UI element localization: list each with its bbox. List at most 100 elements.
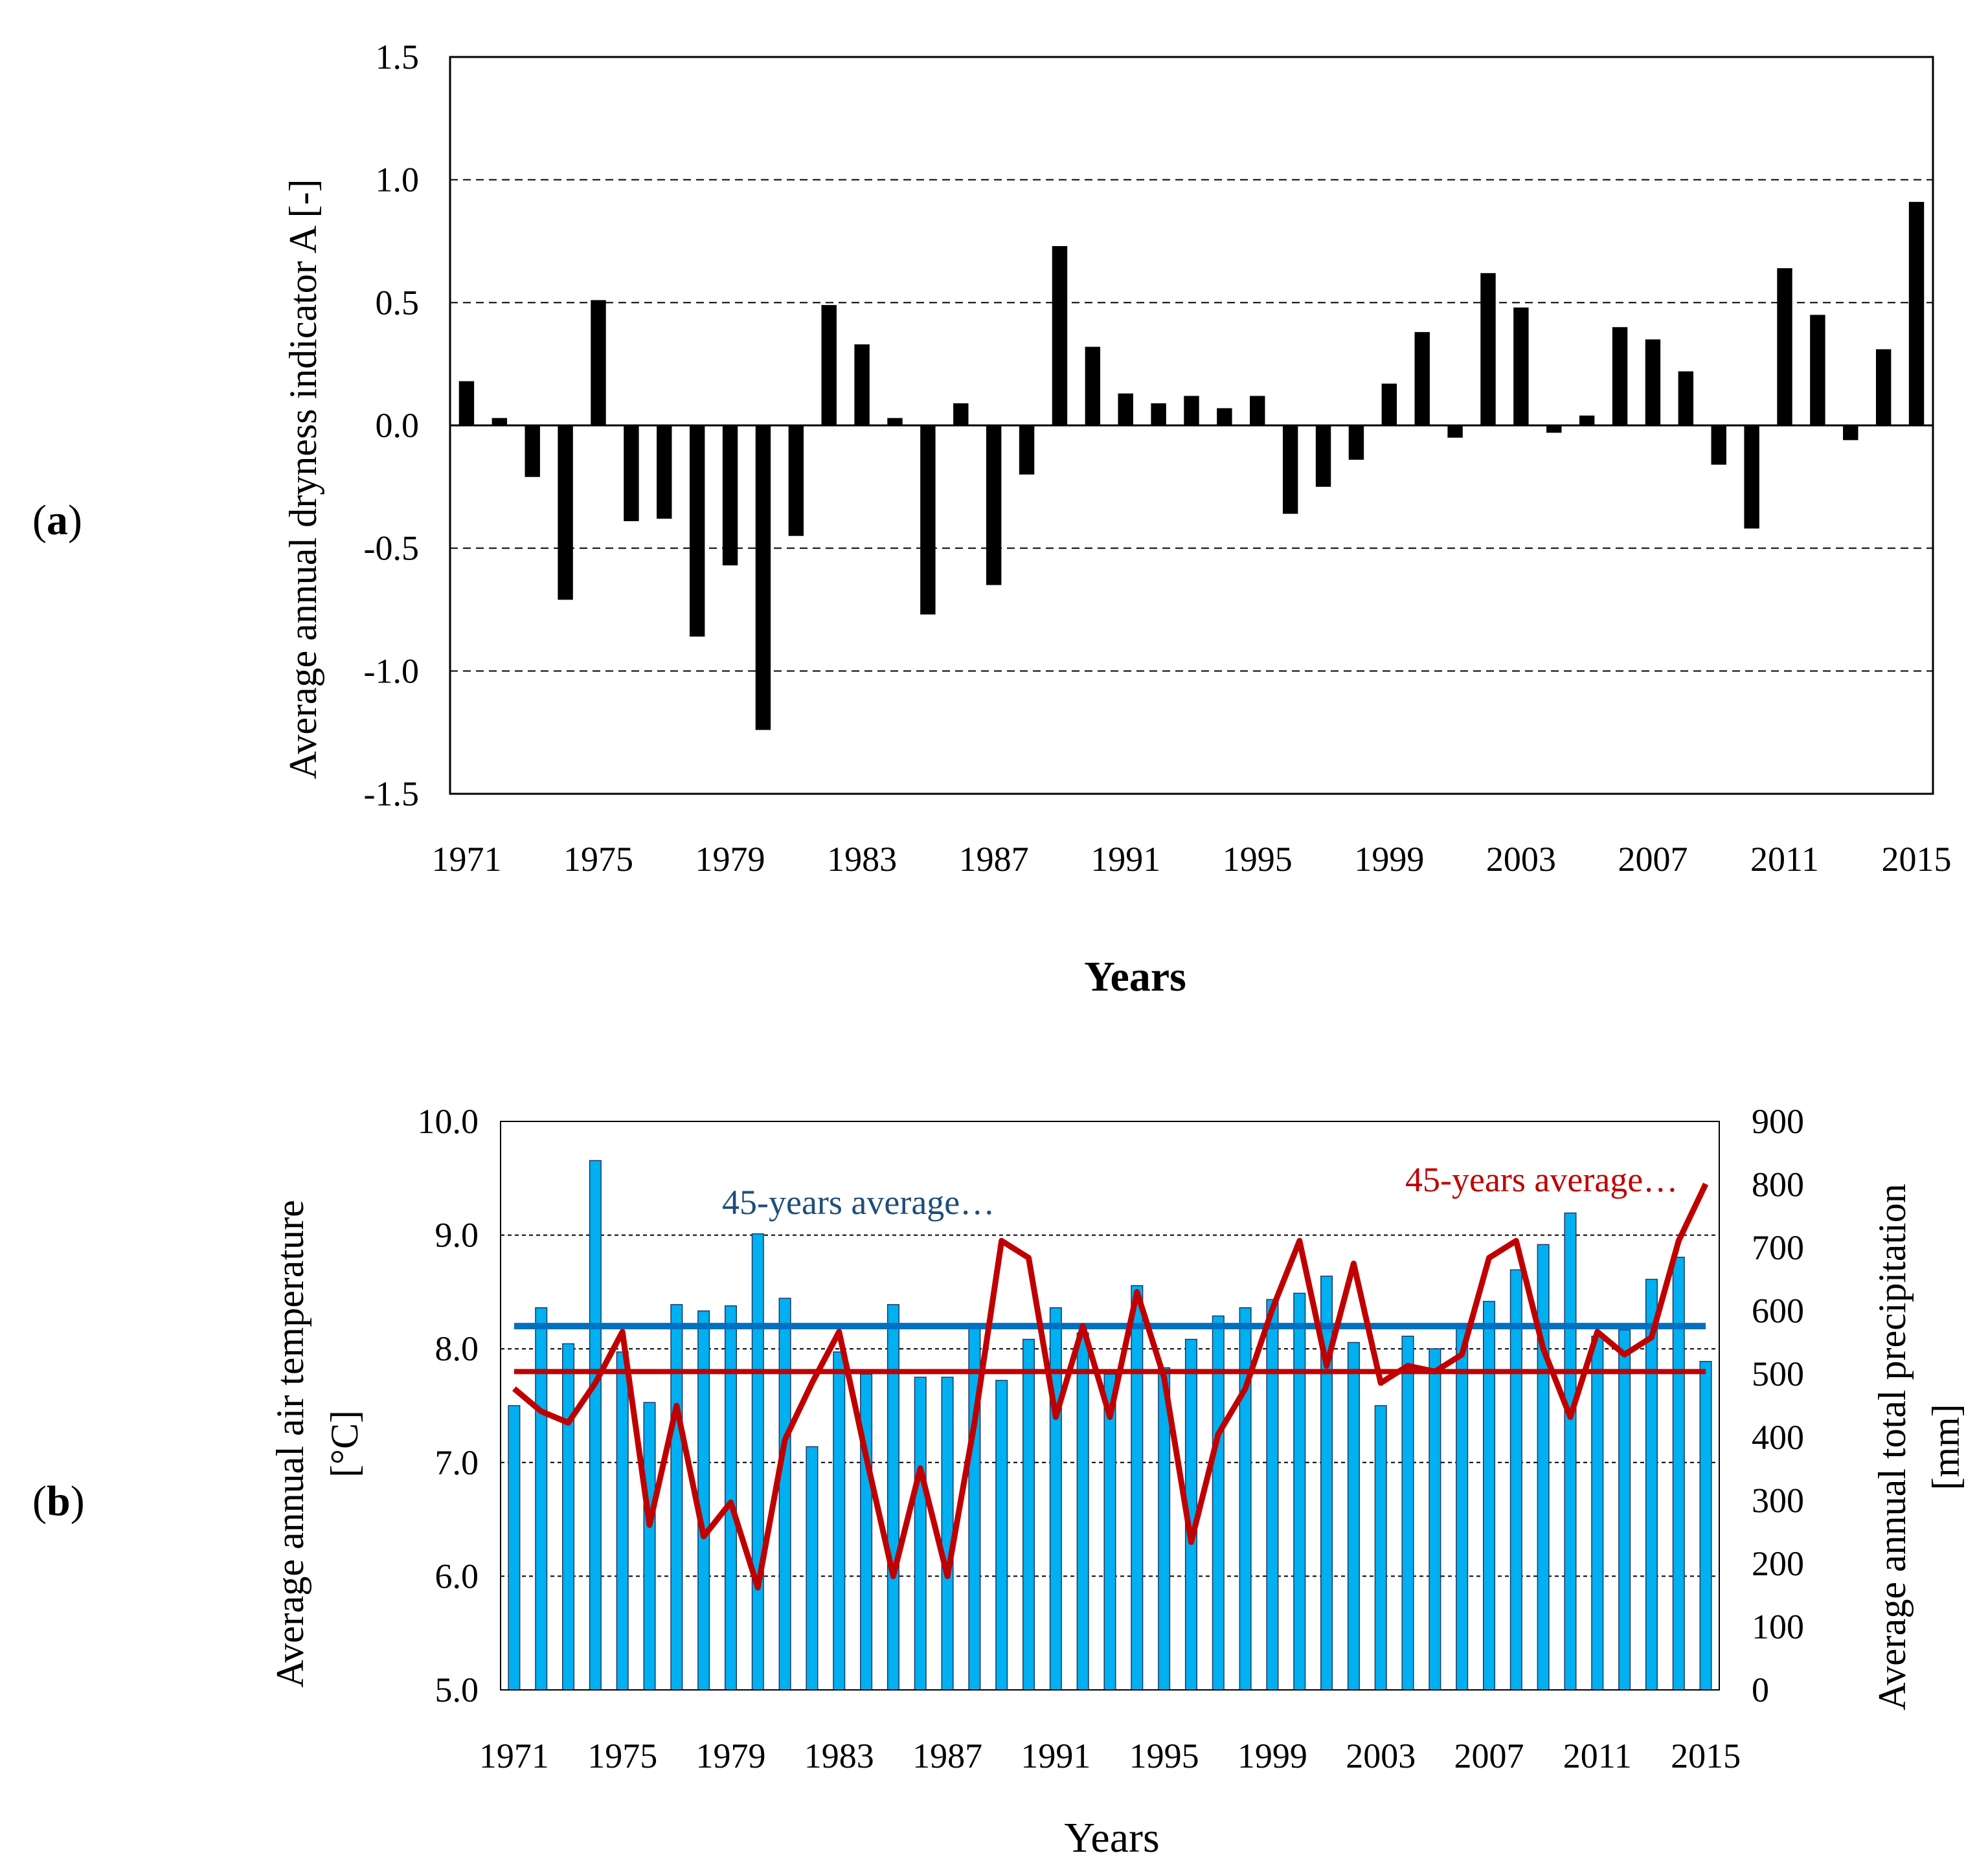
right-y-tick-label: 700 (1752, 1228, 1804, 1267)
bar-1975 (591, 300, 606, 425)
right-y-tick-label: 600 (1752, 1292, 1804, 1331)
bar-2000 (1414, 332, 1430, 425)
precip-bar-1971 (508, 1405, 521, 1691)
precip-bar-2015 (1699, 1360, 1712, 1691)
bar-1977 (657, 425, 672, 519)
x-tick-label: 2007 (1454, 1737, 1524, 1775)
x-tick-label: 1991 (1021, 1737, 1090, 1775)
panel-a-x-axis-title: Years (1084, 953, 1186, 1000)
bar-1993 (1184, 396, 1199, 425)
x-tick-label: 2003 (1346, 1737, 1416, 1775)
bar-2011 (1777, 268, 1792, 425)
x-tick-label: 2011 (1563, 1737, 1632, 1775)
x-tick-label: 2007 (1618, 840, 1688, 879)
bar-2013 (1843, 425, 1858, 440)
panel-a-label: (a) (32, 497, 82, 544)
bar-2012 (1810, 315, 1825, 425)
x-tick-label: 1975 (587, 1737, 657, 1775)
precip-bar-1983 (833, 1351, 846, 1691)
x-tick-label: 1971 (479, 1737, 549, 1775)
precip-bar-2012 (1618, 1329, 1631, 1691)
left-y-tick-label: 9.0 (435, 1216, 479, 1255)
right-y-tick-label: 800 (1752, 1165, 1804, 1204)
bar-2015 (1908, 201, 1925, 425)
right-y-tick-label: 900 (1752, 1102, 1804, 1141)
bar-1978 (689, 425, 705, 637)
bar-1973 (525, 425, 540, 477)
bar-1996 (1282, 425, 1298, 514)
bar-2004 (1546, 425, 1562, 433)
precip-bar-1984 (860, 1373, 873, 1691)
left-y-tick-label: 8.0 (435, 1329, 479, 1368)
bar-1989 (1052, 246, 1068, 425)
panel-b-plot-frame (500, 1121, 1720, 1691)
precip-bar-1986 (914, 1377, 927, 1691)
precip-bar-2005 (1429, 1348, 1441, 1691)
y-tick-label: 0.0 (376, 406, 420, 445)
precip-bar-1991 (1049, 1307, 1062, 1691)
precip-bar-1994 (1131, 1285, 1144, 1691)
bar-1988 (1019, 425, 1035, 475)
precip-bar-1992 (1076, 1332, 1089, 1691)
bar-1982 (821, 305, 837, 425)
precip-bar-2000 (1293, 1292, 1306, 1691)
left-y-tick-label: 5.0 (435, 1670, 479, 1709)
panel-b-left-y-axis-title-line2: [°C] (323, 1410, 366, 1478)
panel-b-right-y-axis-title-line2: [mm] (1925, 1404, 1967, 1490)
right-y-tick-label: 200 (1752, 1544, 1804, 1583)
bar-1983 (854, 344, 870, 425)
precip-bar-2010 (1564, 1212, 1577, 1691)
panel-a-y-axis-title: Average annual dryness indicator A [-] (282, 179, 324, 780)
panel-b-temperature-average-annotation: 45-years average… (1405, 1160, 1678, 1199)
bar-1994 (1217, 408, 1232, 425)
panel-b-precipitation-average-annotation: 45-years average… (722, 1183, 995, 1222)
precip-bar-1987 (941, 1377, 954, 1691)
panel-b-letter: b (47, 1478, 71, 1525)
bar-1974 (558, 425, 573, 600)
panel-b-left-y-axis-title-line1: Average annual air temperature (269, 1200, 311, 1687)
precip-bar-2003 (1374, 1405, 1387, 1691)
precip-bar-1979 (724, 1305, 738, 1691)
precip-bar-1973 (562, 1343, 575, 1691)
x-tick-label: 1979 (695, 1737, 765, 1775)
panel-b-precipitation-bars (508, 1160, 1712, 1691)
right-y-tick-label: 100 (1752, 1607, 1804, 1646)
panel-a-bars (458, 201, 1925, 730)
panel-a-y-tick-labels: 1.5 1.0 0.5 0.0 -0.5 -1.0 -1.5 (364, 38, 419, 813)
y-tick-label: -1.5 (364, 774, 419, 813)
panel-b-left-y-tick-labels: 10.0 9.0 8.0 7.0 6.0 5.0 (418, 1102, 479, 1709)
precip-bar-1985 (887, 1304, 899, 1691)
right-y-tick-label: 0 (1752, 1670, 1769, 1709)
right-y-tick-label: 400 (1752, 1418, 1804, 1457)
bar-2006 (1612, 327, 1628, 425)
precip-bar-1977 (670, 1304, 683, 1691)
precip-bar-1974 (589, 1160, 602, 1691)
bar-1987 (986, 425, 1002, 585)
bar-1984 (887, 418, 903, 425)
precip-bar-1976 (643, 1402, 656, 1691)
precip-bar-2002 (1347, 1342, 1360, 1691)
x-tick-label: 1991 (1090, 840, 1160, 879)
panel-a-x-tick-labels: 1971 1975 1979 1983 1987 1991 1995 1999 2003 2007… (431, 840, 1951, 879)
precip-bar-1998 (1239, 1307, 1252, 1691)
panel-a-plot-frame (449, 56, 1934, 795)
x-tick-label: 1971 (431, 840, 501, 879)
panel-b-temperature-series-line (512, 1182, 1709, 1591)
x-tick-label: 2003 (1486, 840, 1556, 879)
panel-b-x-tick-labels: 1971 1975 1979 1983 1987 1991 1995 1999 2003 2007… (479, 1737, 1741, 1775)
left-y-tick-label: 10.0 (418, 1102, 479, 1141)
bar-2007 (1645, 339, 1661, 425)
bar-2002 (1480, 273, 1496, 425)
panel-a-letter: a (47, 497, 68, 544)
bar-2003 (1513, 307, 1529, 425)
x-tick-label: 1987 (959, 840, 1029, 879)
bar-1998 (1348, 425, 1364, 460)
panel-b-right-y-axis-title-line1: Average annual total precipitation (1871, 1184, 1914, 1711)
bar-1972 (491, 418, 508, 425)
bar-1992 (1151, 403, 1166, 425)
x-tick-label: 1983 (804, 1737, 874, 1775)
precip-bar-2011 (1591, 1335, 1604, 1691)
precip-bar-1982 (806, 1446, 819, 1691)
left-y-tick-label: 6.0 (435, 1557, 479, 1595)
